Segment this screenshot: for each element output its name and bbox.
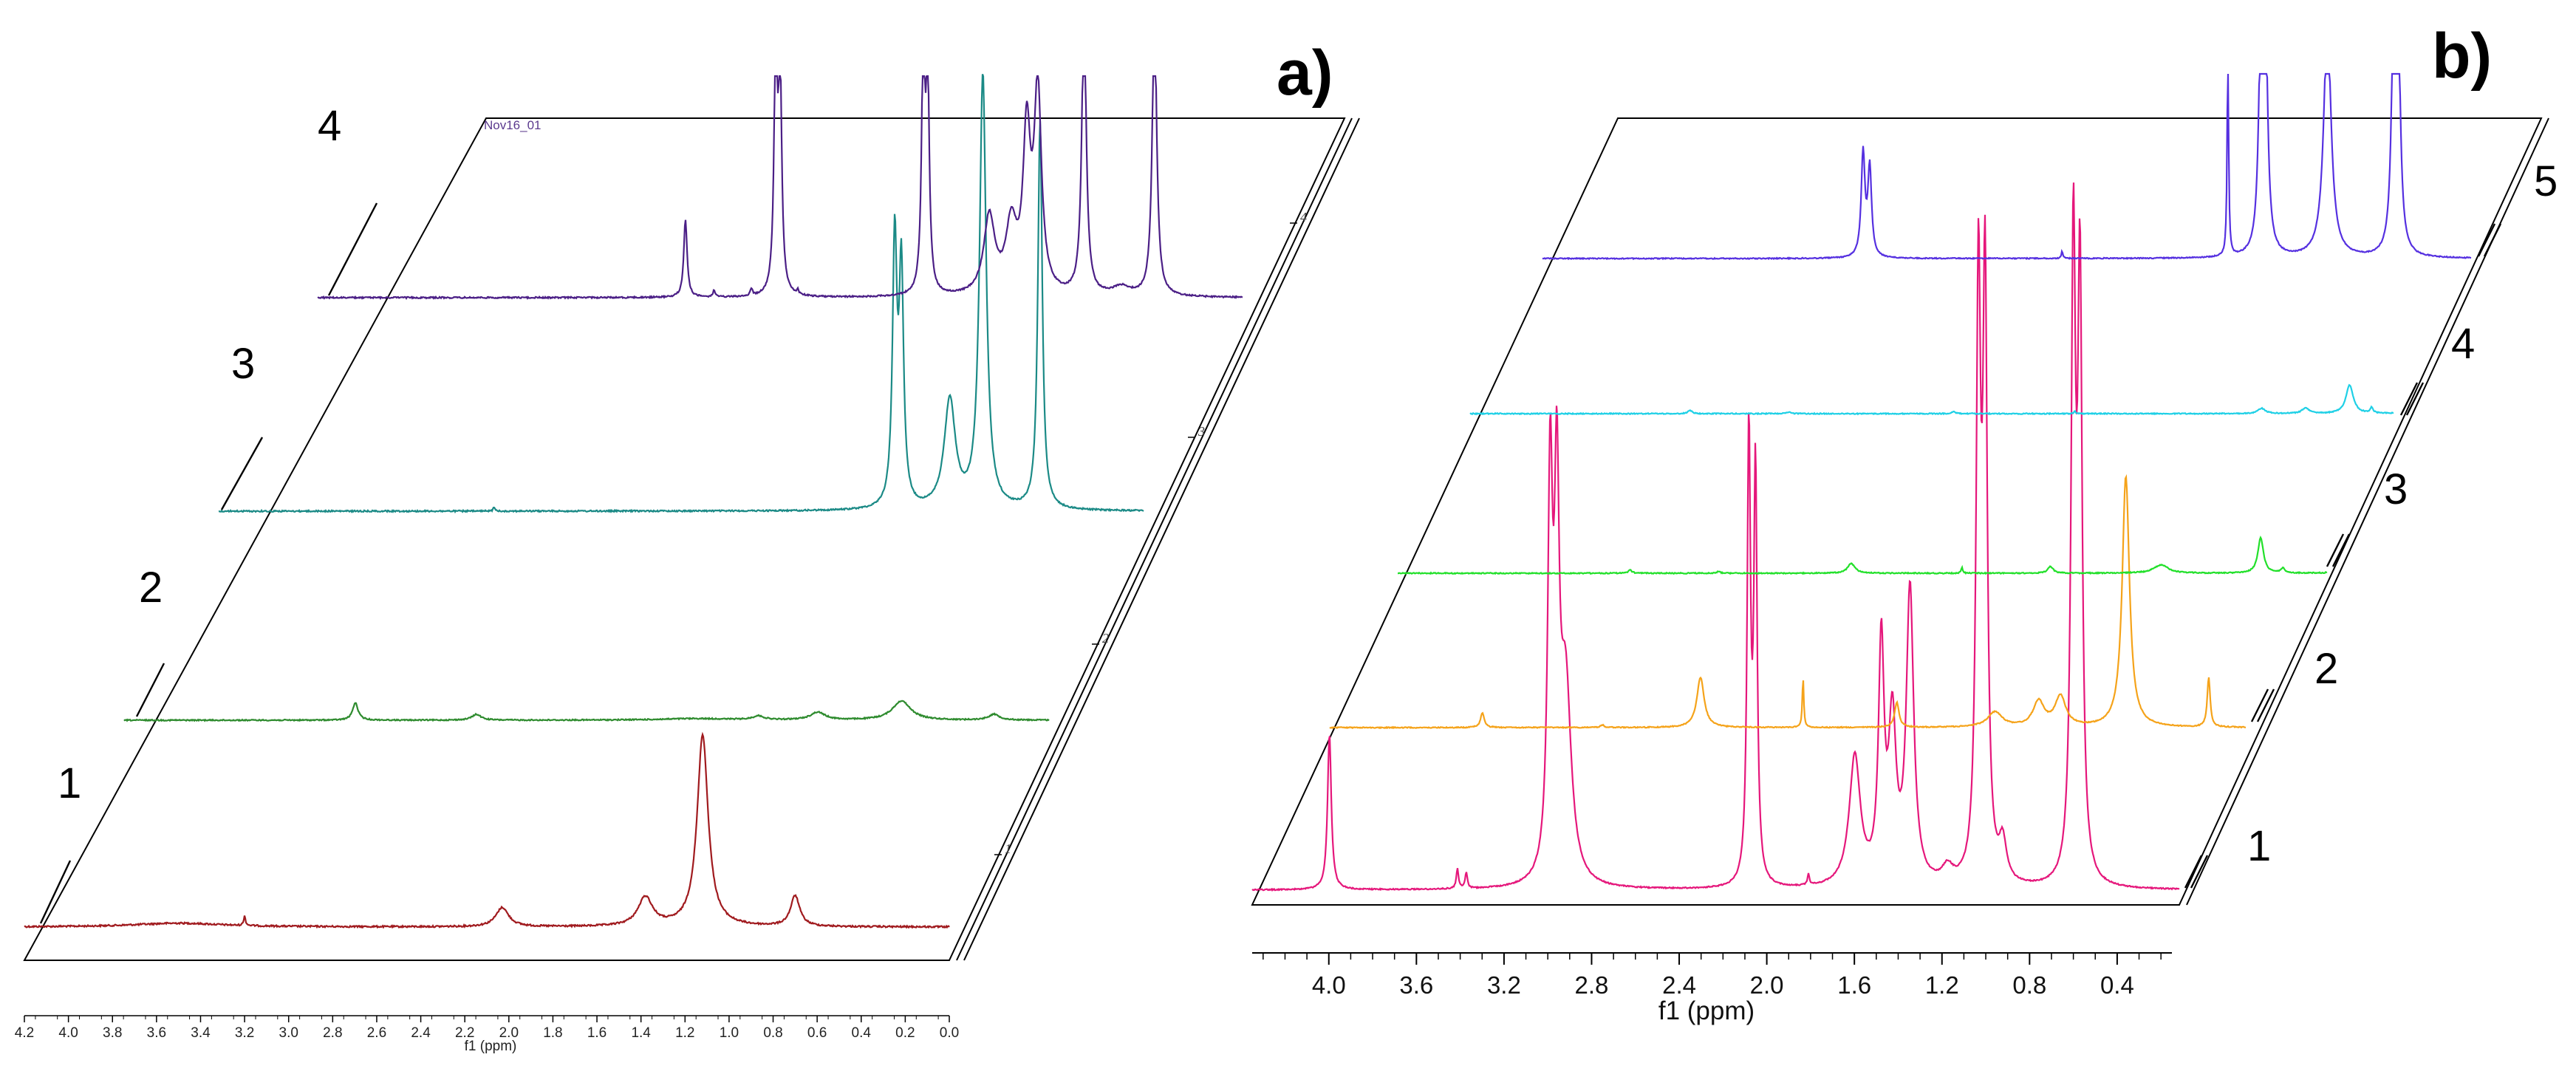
panel-a-plane-tick-label-1: 1	[1005, 841, 1011, 856]
panel-a-tick-label: 0.2	[895, 1025, 915, 1041]
panel-b-tick-label: 3.6	[1399, 971, 1433, 999]
panel-a-trace-number-1: 1	[58, 759, 81, 807]
panel-a-tick-label: 3.4	[191, 1025, 211, 1041]
panel-a-plane	[23, 117, 1346, 961]
trace-b-2	[1329, 473, 2247, 730]
panel-b: 4.0 3.6 3.2 2.8 2.4 2.0 1.6 1.2 0.8 0.4 f1 (ppm) …	[1251, 21, 2558, 1025]
panel-a-plane-edge-3	[963, 117, 1360, 961]
panel-a-tick-label: 4.2	[15, 1025, 34, 1041]
panel-b-trace-number-5: 5	[2534, 157, 2558, 205]
panel-a-plane-edge-2	[956, 117, 1353, 961]
panel-a-plane-tick-label-2: 2	[1102, 631, 1109, 646]
panel-b-plane	[1251, 117, 2543, 906]
panel-a-trace-number-4: 4	[318, 102, 341, 150]
panel-a-tick-label: 1.0	[720, 1025, 739, 1041]
panel-b-label: b)	[2432, 21, 2492, 92]
panel-b-trace-number-4: 4	[2451, 320, 2475, 368]
panel-b-tick-label: 3.2	[1487, 971, 1521, 999]
panel-a-label: a)	[1277, 38, 1333, 109]
panel-b-trace-number-3: 3	[2384, 465, 2408, 513]
panel-a-trace-number-2: 2	[139, 564, 163, 612]
panel-b-tick-label: 2.8	[1575, 971, 1609, 999]
panel-a-tick-label: 2.4	[411, 1025, 431, 1041]
panel-b-tick-label: 4.0	[1312, 971, 1346, 999]
panel-a-tick-label: 0.6	[807, 1025, 827, 1041]
panel-b-break-b-4	[2405, 382, 2425, 416]
panel-b-tick-label: 2.4	[1662, 971, 1696, 999]
panel-b-trace-number-2: 2	[2314, 645, 2338, 693]
panel-a-tick-label: 0.8	[763, 1025, 782, 1041]
panel-a-x-axis: 4.2 4.0 3.8 3.6 3.4 3.2 3.0 2.8 2.6 2.4 2.2 2.0 1.8 1…	[15, 1015, 959, 1041]
panel-a-plane-tick-label-3: 3	[1198, 424, 1205, 439]
panel-b-break-b-5	[2483, 223, 2502, 257]
panel-b-tick-label: 0.4	[2100, 971, 2134, 999]
panel-b-break-a-3	[2326, 533, 2345, 567]
panel-a-tick-label: 2.8	[323, 1025, 342, 1041]
panel-b-axis-title: f1 (ppm)	[1658, 996, 1755, 1025]
panel-a-tick-label: 1.4	[631, 1025, 651, 1041]
panel-a-tick-label: 4.0	[58, 1025, 78, 1041]
panel-b-x-axis: 4.0 3.6 3.2 2.8 2.4 2.0 1.6 1.2 0.8 0.4	[1252, 952, 2172, 999]
trace-b-4	[1469, 383, 2394, 416]
panel-a-leader-2	[135, 663, 165, 717]
trace-b-5	[1542, 72, 2472, 261]
panel-a-leader-3	[220, 437, 264, 510]
panel-a-traces	[24, 74, 1243, 929]
panel-a-axis-title: f1 (ppm)	[465, 1039, 517, 1054]
panel-a-trace-number-3: 3	[231, 340, 255, 388]
panel-b-break-b-1	[2190, 855, 2209, 889]
panel-b-break-a-4	[2399, 382, 2419, 416]
panel-a-leader-1	[39, 860, 72, 924]
trace-a-1	[24, 731, 950, 929]
trace-b-1	[1251, 182, 2180, 892]
panel-a-tick-label: 1.6	[587, 1025, 607, 1041]
panel-b-tick-label: 2.0	[1750, 971, 1784, 999]
panel-b-tick-label: 1.6	[1837, 971, 1871, 999]
panel-a: 1 2 3 4 4.2 4.0 3.8 3.6 3.4 3.2 3.0 2.8 2.6 2.4 2.2 2.…	[15, 38, 1360, 1054]
panel-b-break-a-2	[2250, 688, 2269, 722]
panel-a-tick-label: 2.2	[455, 1025, 474, 1041]
panel-a-leader-4	[327, 202, 378, 296]
panel-a-plane-ticks: 1 2 3 4	[994, 210, 1307, 856]
panel-a-plane-tick-label-4: 4	[1300, 210, 1307, 225]
panel-b-axis-breaks	[2184, 223, 2502, 889]
panel-a-tick-label: 3.6	[147, 1025, 166, 1041]
panel-b-break-a-5	[2477, 223, 2496, 257]
panel-a-tick-label: 2.0	[499, 1025, 519, 1041]
panel-a-tick-label: 1.8	[543, 1025, 562, 1041]
panel-b-break-b-3	[2331, 533, 2351, 567]
panel-a-annotation: Nov16_01	[484, 118, 541, 132]
panel-a-tick-label: 0.4	[852, 1025, 872, 1041]
trace-b-3	[1398, 535, 2328, 575]
panel-b-trace-number-1: 1	[2247, 822, 2271, 870]
panel-b-break-a-1	[2184, 855, 2203, 889]
panel-a-tick-label: 1.2	[675, 1025, 694, 1041]
panel-b-tick-label: 1.2	[1925, 971, 1959, 999]
panel-b-traces	[1251, 72, 2472, 892]
panel-a-tick-label: 3.0	[279, 1025, 298, 1041]
trace-a-3	[218, 74, 1144, 514]
panel-b-break-b-2	[2256, 688, 2275, 722]
trace-a-2	[123, 700, 1050, 722]
panel-a-tick-label: 0.0	[940, 1025, 959, 1041]
panel-a-tick-label: 2.6	[367, 1025, 386, 1041]
panel-a-tick-label: 3.2	[235, 1025, 254, 1041]
trace-a-4	[317, 75, 1243, 301]
panel-a-tick-label: 3.8	[103, 1025, 122, 1041]
panel-b-tick-label: 0.8	[2012, 971, 2046, 999]
